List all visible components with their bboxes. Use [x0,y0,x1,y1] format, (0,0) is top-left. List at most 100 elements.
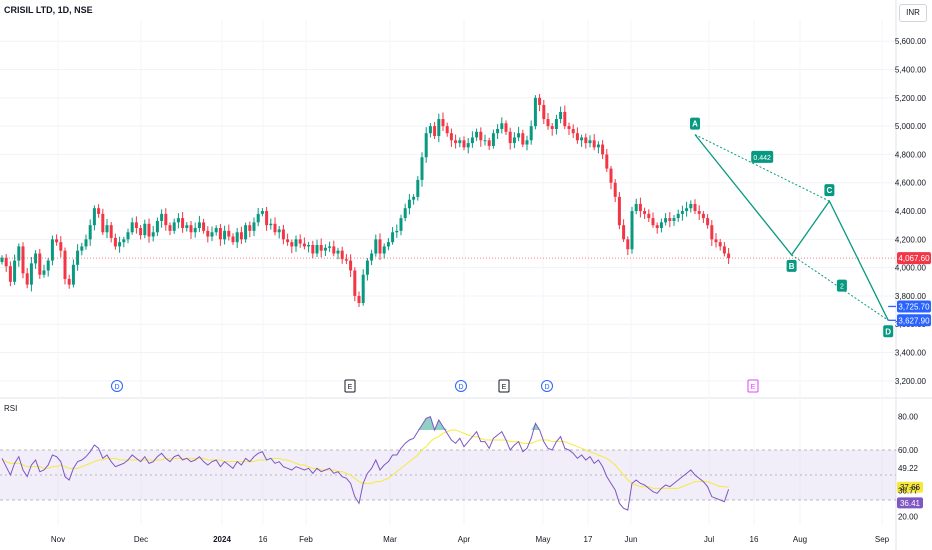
candle-body [718,242,722,247]
earnings-event-icon[interactable] [747,379,759,393]
candle-body [378,239,382,254]
time-tick-label: Aug [793,535,807,544]
candle-body [403,208,407,219]
rsi-tick-label: 80.00 [898,413,919,422]
price-tick-label: 3,400.00 [895,349,927,358]
time-tick-label: Jul [704,535,714,544]
pattern-ac-line [694,134,830,202]
rsi-value-badge [897,497,923,509]
candle-body [475,131,479,138]
candle-body [365,260,369,275]
pattern-legs [694,134,889,321]
candle-body [248,225,252,231]
pattern-point-label: C [827,186,833,195]
candle-body [197,222,201,229]
candle-body [504,123,508,132]
candle-body [164,213,168,226]
candle-body [349,260,353,271]
candle-body [101,213,105,233]
currency-button[interactable]: INR [899,4,927,22]
candle-body [659,222,663,229]
candle-body [143,223,147,236]
candle-body [454,140,458,144]
candle-body [500,123,504,129]
candle-body [139,228,143,236]
candle-body [605,154,609,169]
candle-body [13,260,17,282]
candle-body [706,218,710,226]
pattern-bd-line [791,254,889,321]
rsi-ma-line [1,429,729,489]
candle-body [189,225,193,233]
candle-body [680,211,684,214]
rsi-line [1,416,730,511]
candle-body [122,239,126,243]
price-tick-label: 5,200.00 [895,94,927,103]
candle-body [592,140,596,148]
pattern-point-badge [824,184,835,197]
candle-body [307,245,311,247]
event-label: E [348,384,353,391]
candle-body [601,144,605,155]
price-tick-label: 4,800.00 [895,150,927,159]
candle-body [424,133,428,158]
candle-body [382,246,386,254]
candle-body [130,222,134,233]
candle-body [546,119,550,127]
candle-body [550,126,554,129]
time-tick-label: May [535,535,550,544]
candle-body [344,259,348,261]
candle-body [428,126,432,134]
candle-body [260,211,264,214]
time-tick-label: Dec [134,535,148,544]
target-label: 3,627.90 [898,316,930,325]
candle-body [370,253,374,261]
candle-body [336,250,340,254]
pattern-point-badge [883,325,894,338]
candle-body [113,237,117,247]
candle-body [626,239,630,250]
last-price-badge [897,252,931,265]
dividend-event-icon[interactable] [111,380,123,392]
candle-body [399,218,403,231]
candle-body [151,232,155,237]
candle-body [84,239,88,247]
price-tick-label: 5,600.00 [895,37,927,46]
time-tick-label: 17 [584,535,593,544]
candle-body [470,137,474,144]
candle-body [517,133,521,138]
candle-body [134,222,138,229]
earnings-event-icon[interactable] [498,379,510,393]
candle-body [651,218,655,226]
earnings-event-icon[interactable] [344,379,356,393]
candle-body [508,131,512,144]
candle-body [181,218,185,229]
dividend-event-icon[interactable] [541,380,553,392]
candle-body [294,239,298,247]
candle-body [105,225,109,233]
dividend-event-icon[interactable] [455,380,467,392]
pattern-point-label: D [885,327,891,336]
candle-body [109,225,113,238]
candle-body [697,211,701,214]
candle-body [185,225,189,229]
candle-body [613,182,617,197]
candle-body [445,126,449,134]
candle-body [59,242,63,251]
candle-body [567,126,571,129]
candle-body [239,232,243,240]
candle-body [168,225,172,231]
candle-body [533,97,537,127]
time-tick-label: 2024 [213,535,231,544]
candle-body [630,211,634,250]
time-tick-label: Mar [383,535,397,544]
time-tick-label: Jun [625,535,638,544]
candle-body [655,225,659,229]
candle-body [357,295,361,304]
candle-body [559,111,563,120]
candle-body [160,213,164,221]
candle-body [252,222,256,231]
candle-body [126,232,130,240]
candle-body [479,131,483,141]
